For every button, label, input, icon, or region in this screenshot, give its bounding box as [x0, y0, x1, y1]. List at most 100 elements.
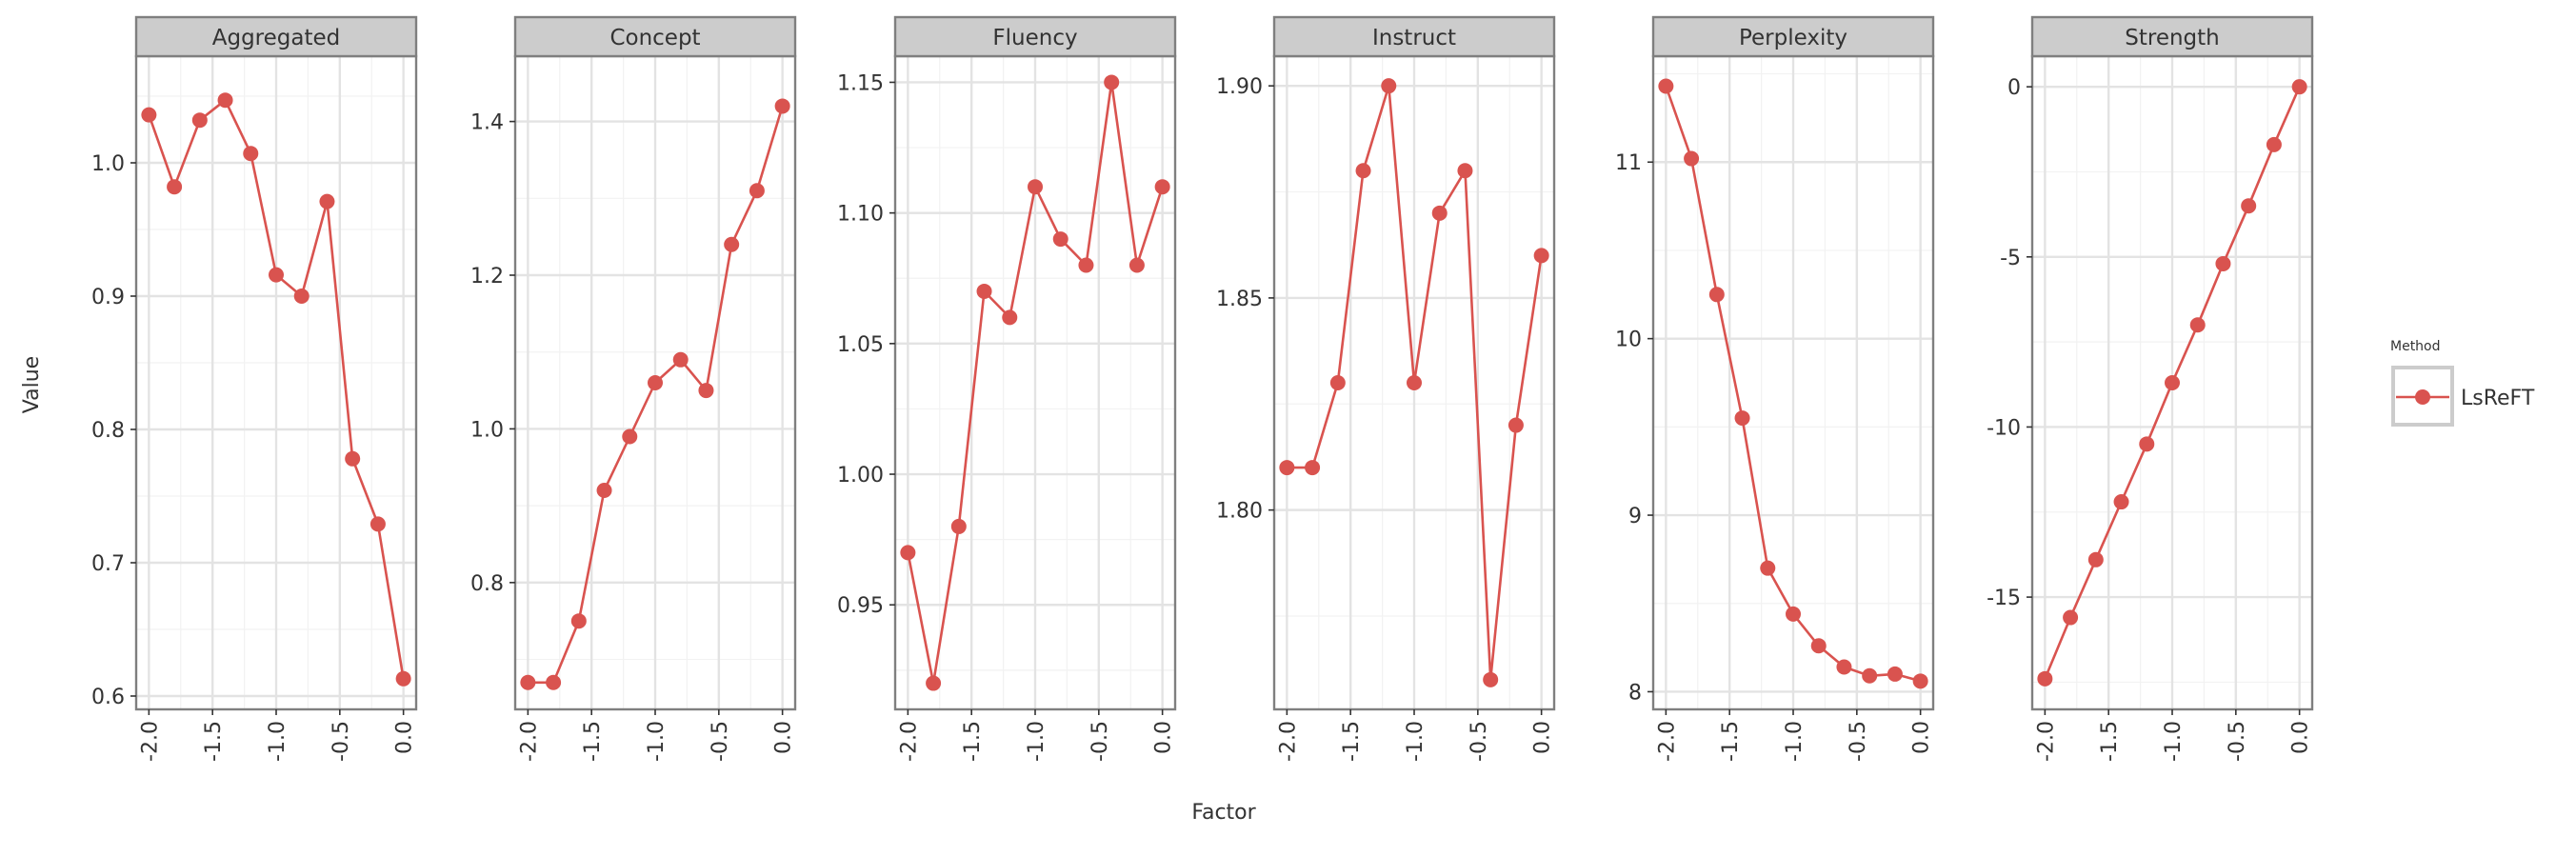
- facet-strip: [893, 15, 1177, 58]
- data-point: [2189, 317, 2206, 333]
- y-tick-label: 1.0: [470, 418, 504, 442]
- y-tick-label: 1.00: [837, 464, 884, 488]
- facet-strip: [1272, 15, 1556, 58]
- y-tick-label: 1.05: [837, 333, 884, 357]
- x-tick-label: -0.5: [329, 721, 353, 762]
- x-tick-label: -1.5: [1340, 721, 1364, 762]
- y-tick-label: 0: [2007, 76, 2021, 100]
- y-axis-title: Value: [20, 356, 44, 413]
- data-point: [167, 179, 183, 195]
- facet-title: Perplexity: [1739, 26, 1847, 50]
- data-point: [1002, 309, 1018, 326]
- data-point: [1836, 659, 1852, 675]
- data-point: [1810, 638, 1827, 654]
- data-point: [520, 674, 536, 690]
- data-point: [749, 183, 765, 199]
- facet-title: Fluency: [992, 26, 1077, 50]
- data-point: [2037, 670, 2053, 687]
- x-tick-label: 0.0: [393, 721, 417, 754]
- facet-panel-fluency: Fluency 0.95 1.00 1.05 1.10 1.15 -2.0 -1.5 -1.0 -…: [837, 15, 1177, 762]
- data-point: [217, 92, 233, 109]
- data-point: [1381, 78, 1397, 94]
- data-point: [1708, 287, 1725, 303]
- y-tick-label: -15: [1987, 587, 2021, 610]
- data-point: [191, 112, 208, 129]
- data-point: [1786, 606, 1801, 622]
- y-tick-label: 0.9: [91, 286, 125, 309]
- y-tick-label: -10: [1987, 416, 2021, 440]
- y-tick-label: 9: [1628, 505, 1642, 528]
- data-point: [1052, 231, 1068, 248]
- data-point: [926, 675, 942, 691]
- x-tick-label: -1.5: [1719, 721, 1743, 762]
- data-point: [243, 146, 259, 162]
- data-point: [2087, 551, 2104, 567]
- y-tick-label: 1.4: [470, 111, 504, 135]
- data-point: [1760, 560, 1776, 576]
- x-tick-label: -1.0: [266, 721, 290, 762]
- x-tick-label: -2.0: [517, 721, 541, 762]
- x-tick-label: -0.5: [1847, 721, 1870, 762]
- facet-strip: [1651, 15, 1935, 58]
- facet-title: Aggregated: [212, 26, 341, 50]
- x-tick-label: -2.0: [1276, 721, 1300, 762]
- y-tick-label: 0.8: [470, 572, 504, 596]
- y-tick-label: 8: [1628, 681, 1642, 705]
- data-point: [1734, 410, 1750, 427]
- data-point: [1431, 205, 1448, 221]
- data-point: [1457, 163, 1473, 179]
- x-tick-label: -1.5: [202, 721, 226, 762]
- data-point: [1533, 248, 1549, 264]
- facet-panel-perplexity: Perplexity 8 9 10 11 -2.0 -1.5 -1.0 -0.5 0.0: [1615, 15, 1935, 762]
- facet-panel-strength: Strength -15 -10 -5 0 -2.0 -1.5 -1.0 -0.5 0.0: [1987, 15, 2314, 762]
- data-point: [1508, 417, 1524, 433]
- x-tick-label: -1.0: [1025, 721, 1048, 762]
- data-point: [648, 375, 663, 390]
- data-point: [1279, 460, 1295, 476]
- x-tick-label: 0.0: [772, 721, 796, 754]
- data-point: [1887, 666, 1903, 682]
- legend-label-lsreft: LsReFT: [2461, 387, 2535, 410]
- data-point: [1912, 673, 1928, 689]
- facet-strip: [134, 15, 418, 58]
- x-tick-label: -0.5: [1088, 721, 1112, 762]
- facet-title: Concept: [609, 26, 700, 50]
- legend-key-marker: [2415, 389, 2430, 405]
- data-point: [2165, 375, 2180, 390]
- data-point: [2113, 494, 2129, 510]
- y-tick-label: 11: [1615, 151, 1642, 175]
- x-tick-label: -2.0: [1655, 721, 1679, 762]
- data-point: [345, 450, 361, 467]
- data-point: [774, 98, 790, 114]
- data-point: [293, 289, 310, 304]
- data-point: [1407, 375, 1422, 390]
- data-point: [1329, 375, 1346, 390]
- data-point: [546, 674, 562, 690]
- data-point: [1154, 179, 1170, 195]
- facet-strip: [513, 15, 797, 58]
- data-point: [2215, 255, 2231, 271]
- y-tick-label: 1.90: [1216, 75, 1263, 99]
- y-tick-label: 10: [1615, 328, 1642, 352]
- y-tick-label: 0.6: [91, 686, 125, 709]
- facet-title: Instruct: [1372, 26, 1456, 50]
- legend: Method LsReFT: [2390, 339, 2535, 427]
- data-point: [1128, 257, 1145, 273]
- data-point: [570, 613, 587, 629]
- data-point: [369, 516, 386, 532]
- data-point: [269, 267, 284, 283]
- data-point: [976, 283, 992, 299]
- y-tick-label: 1.10: [837, 203, 884, 227]
- x-axis-title: Factor: [1191, 801, 1256, 825]
- legend-title: Method: [2390, 339, 2441, 354]
- x-tick-label: -1.5: [581, 721, 605, 762]
- x-tick-label: -1.0: [2162, 721, 2186, 762]
- y-tick-label: 0.95: [837, 594, 884, 618]
- x-tick-label: -2.0: [897, 721, 921, 762]
- x-tick-label: 0.0: [1152, 721, 1176, 754]
- x-tick-label: -2.0: [2034, 721, 2058, 762]
- facet-panel-aggregated: Aggregated 0.6 0.7 0.8 0.9 1.0 -2.0 -1.5 -1.0 -0.…: [91, 15, 418, 762]
- y-tick-label: 1.15: [837, 71, 884, 95]
- facet-panel-instruct: Instruct 1.80 1.85 1.90 -2.0 -1.5 -1.0 -0.5 0.0: [1216, 15, 1556, 762]
